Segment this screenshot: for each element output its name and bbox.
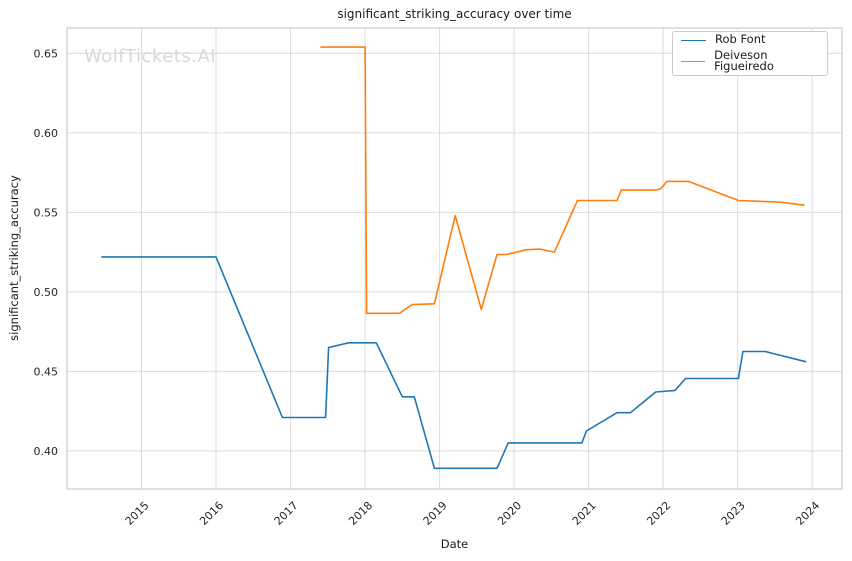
- watermark-text: WolfTickets.AI: [84, 46, 217, 67]
- legend-item-deiveson-figueiredo: Deiveson Figueiredo: [681, 47, 827, 74]
- legend-item-rob-font: Rob Font: [681, 34, 827, 46]
- x-tick-label: 2015: [123, 499, 152, 528]
- legend-line-swatch-orange: [681, 60, 706, 62]
- x-tick-label: 2017: [272, 499, 301, 528]
- chart-title: significant_striking_accuracy over time: [337, 7, 572, 21]
- legend-label: Rob Font: [715, 32, 766, 47]
- legend: Rob Font Deiveson Figueiredo: [672, 31, 828, 76]
- y-tick-label: 0.50: [34, 286, 59, 299]
- x-tick-label: 2016: [197, 499, 226, 528]
- y-tick-label: 0.60: [34, 127, 59, 140]
- y-tick-label: 0.40: [34, 445, 59, 458]
- x-tick-label: 2022: [644, 499, 673, 528]
- series-line-deiveson-figueiredo: [320, 46, 805, 315]
- legend-label: Deiveson Figueiredo: [714, 47, 774, 74]
- y-axis-label: significant_striking_accuracy: [7, 175, 21, 341]
- x-axis-label: Date: [440, 537, 469, 551]
- y-tick-label: 0.65: [34, 47, 59, 60]
- x-tick-label: 2020: [495, 499, 524, 528]
- series-line-rob-font: [101, 256, 807, 470]
- legend-line-swatch-blue: [681, 39, 706, 41]
- y-tick-label: 0.55: [34, 206, 59, 219]
- x-tick-label: 2024: [793, 499, 822, 528]
- x-tick-label: 2023: [719, 499, 748, 528]
- x-tick-label: 2018: [346, 499, 375, 528]
- x-tick-label: 2021: [570, 499, 599, 528]
- plot-border: [66, 27, 843, 490]
- x-tick-label: 2019: [421, 499, 450, 528]
- y-tick-label: 0.45: [34, 365, 59, 378]
